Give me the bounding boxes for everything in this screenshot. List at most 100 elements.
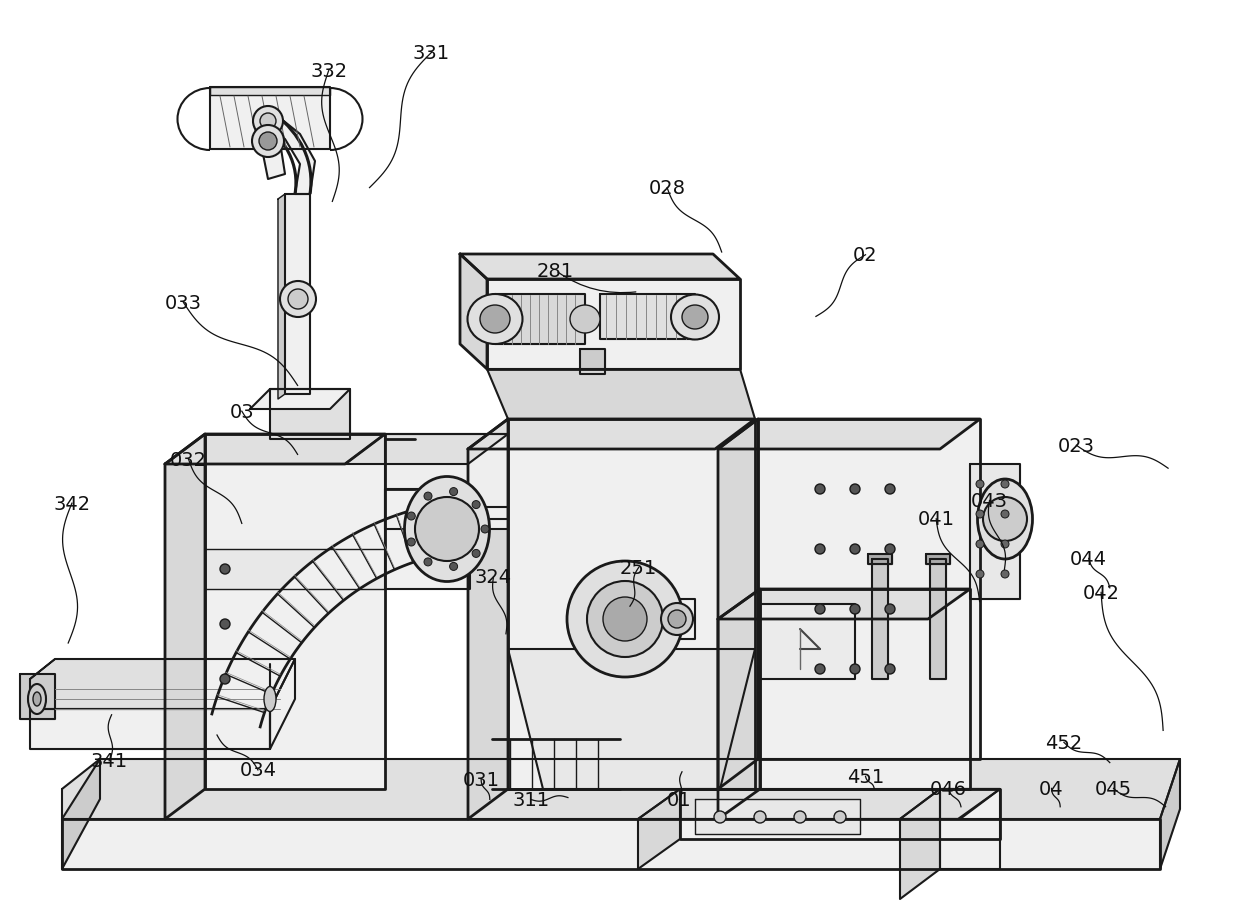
Text: 324: 324 <box>475 568 512 586</box>
Text: 311: 311 <box>512 790 549 809</box>
Circle shape <box>415 497 479 562</box>
Text: 034: 034 <box>239 761 277 779</box>
Polygon shape <box>467 420 508 819</box>
Ellipse shape <box>682 306 708 330</box>
Circle shape <box>260 114 277 130</box>
Circle shape <box>976 571 985 578</box>
Circle shape <box>849 605 861 614</box>
Circle shape <box>885 484 895 494</box>
Circle shape <box>714 811 725 823</box>
Polygon shape <box>718 589 970 619</box>
Polygon shape <box>660 599 694 640</box>
Ellipse shape <box>33 692 41 706</box>
Circle shape <box>815 664 825 675</box>
Text: 03: 03 <box>229 403 254 421</box>
Circle shape <box>252 126 284 158</box>
Circle shape <box>472 550 480 558</box>
Text: 041: 041 <box>918 510 955 528</box>
Polygon shape <box>384 490 470 589</box>
Circle shape <box>407 539 415 547</box>
Text: 04: 04 <box>1039 779 1064 798</box>
Circle shape <box>976 510 985 518</box>
Text: 023: 023 <box>1058 437 1095 455</box>
Polygon shape <box>930 560 946 679</box>
Polygon shape <box>345 435 508 464</box>
Circle shape <box>424 559 432 566</box>
Polygon shape <box>680 789 999 839</box>
Text: 042: 042 <box>1083 584 1120 602</box>
Circle shape <box>835 811 846 823</box>
Text: 341: 341 <box>91 752 128 770</box>
Polygon shape <box>1159 759 1180 869</box>
Polygon shape <box>718 420 980 449</box>
Text: 332: 332 <box>310 62 347 81</box>
Polygon shape <box>30 659 295 709</box>
Circle shape <box>219 564 229 574</box>
Polygon shape <box>62 759 100 869</box>
Circle shape <box>450 562 458 571</box>
Circle shape <box>253 107 283 137</box>
Text: 331: 331 <box>413 44 450 62</box>
Circle shape <box>481 526 489 533</box>
Circle shape <box>424 493 432 501</box>
Polygon shape <box>872 560 888 679</box>
Polygon shape <box>970 464 1021 599</box>
Text: 033: 033 <box>165 294 202 312</box>
Polygon shape <box>165 435 384 464</box>
Circle shape <box>668 610 686 629</box>
Polygon shape <box>487 369 755 420</box>
Circle shape <box>983 497 1027 541</box>
Circle shape <box>472 501 480 509</box>
Polygon shape <box>62 759 1180 819</box>
Circle shape <box>603 597 647 641</box>
Polygon shape <box>926 554 950 564</box>
Polygon shape <box>210 88 330 150</box>
Polygon shape <box>718 420 758 789</box>
Polygon shape <box>285 195 310 394</box>
Text: 342: 342 <box>53 494 91 513</box>
Polygon shape <box>20 675 55 720</box>
Polygon shape <box>694 800 861 834</box>
Circle shape <box>219 675 229 685</box>
Polygon shape <box>205 435 384 789</box>
Text: 251: 251 <box>620 559 657 577</box>
Polygon shape <box>600 295 694 340</box>
Ellipse shape <box>467 295 522 345</box>
Polygon shape <box>278 195 285 400</box>
Polygon shape <box>460 255 740 279</box>
Polygon shape <box>639 789 680 869</box>
Polygon shape <box>384 435 508 529</box>
Ellipse shape <box>480 306 510 334</box>
Polygon shape <box>212 501 471 727</box>
Polygon shape <box>260 115 315 195</box>
Circle shape <box>815 605 825 614</box>
Text: 02: 02 <box>853 246 878 265</box>
Circle shape <box>849 664 861 675</box>
Polygon shape <box>900 789 940 899</box>
Polygon shape <box>250 390 350 410</box>
Circle shape <box>976 540 985 549</box>
Polygon shape <box>758 420 980 759</box>
Circle shape <box>1001 571 1009 578</box>
Polygon shape <box>580 349 605 375</box>
Polygon shape <box>508 420 755 789</box>
Circle shape <box>407 513 415 520</box>
Circle shape <box>849 544 861 554</box>
Polygon shape <box>460 255 487 369</box>
Polygon shape <box>270 390 350 439</box>
Polygon shape <box>508 650 755 789</box>
Ellipse shape <box>29 685 46 714</box>
Circle shape <box>885 605 895 614</box>
Ellipse shape <box>404 477 490 582</box>
Text: 046: 046 <box>930 779 967 798</box>
Circle shape <box>1001 540 1009 549</box>
Polygon shape <box>487 279 740 369</box>
Polygon shape <box>639 789 999 819</box>
Text: 032: 032 <box>170 450 207 469</box>
Circle shape <box>219 619 229 630</box>
Polygon shape <box>30 709 270 749</box>
Polygon shape <box>467 420 755 449</box>
Polygon shape <box>260 130 285 180</box>
Polygon shape <box>165 435 205 819</box>
Text: 281: 281 <box>537 262 574 280</box>
